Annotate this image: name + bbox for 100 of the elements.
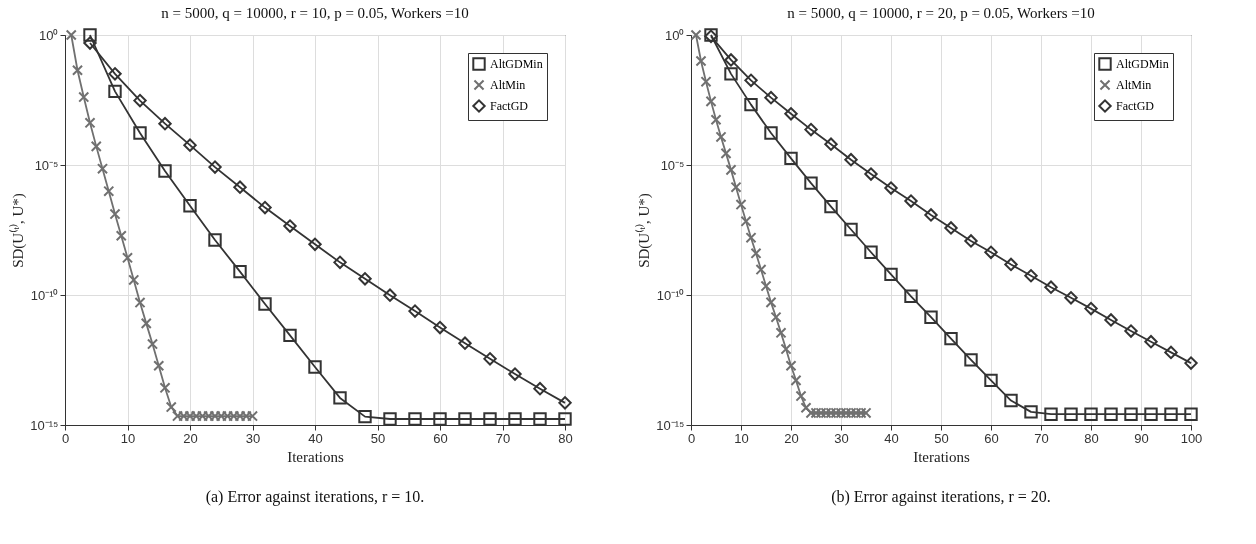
point: [140, 317, 152, 329]
point: [844, 152, 858, 167]
x-tick-label: 100: [1180, 430, 1203, 446]
point: [924, 310, 938, 324]
y-tick-label: 10⁻⁵: [660, 157, 685, 173]
point: [84, 117, 96, 129]
point: [884, 181, 898, 195]
point: [720, 147, 732, 159]
x-tick-label: 30: [245, 430, 261, 446]
point: [1184, 407, 1198, 421]
point: [1064, 407, 1078, 421]
point: [183, 199, 197, 213]
chart-title: n = 5000, q = 10000, r = 20, p = 0.05, Workers =10: [787, 5, 1095, 22]
point: [705, 95, 717, 107]
point: [864, 245, 878, 259]
point: [1024, 269, 1038, 283]
point: [904, 289, 918, 304]
point: [183, 138, 197, 152]
point: [884, 267, 898, 282]
legend-label: AltMin: [490, 78, 526, 92]
point: [133, 93, 147, 108]
x-tick-label: 90: [1134, 430, 1149, 446]
point: [944, 331, 958, 346]
point: [258, 200, 272, 215]
x-tick-label: 70: [1034, 430, 1049, 446]
point: [109, 208, 121, 220]
point: [533, 412, 547, 426]
x-tick-label: 0: [61, 430, 70, 446]
point: [1064, 291, 1078, 305]
x-tick-label: 60: [433, 430, 448, 446]
x-tick-label: 80: [558, 430, 573, 446]
point: [433, 320, 447, 335]
point: [730, 181, 742, 193]
point: [745, 232, 757, 244]
point: [233, 180, 247, 194]
point: [744, 97, 758, 112]
point: [90, 140, 102, 152]
point: [115, 230, 127, 242]
point: [1164, 345, 1178, 360]
text: (a) Error against iterations, r = 10.: [205, 488, 425, 506]
point: [408, 304, 422, 318]
x-tick-label: 30: [834, 430, 849, 446]
point: [784, 151, 798, 166]
point: [159, 382, 171, 394]
point: [724, 67, 738, 81]
y-tick-label: 10⁻⁵: [34, 157, 59, 173]
point: [775, 327, 787, 339]
x-axis-title: Iterations: [287, 448, 344, 465]
point: [308, 237, 322, 252]
legend-label: FactGD: [1116, 99, 1155, 113]
x-tick-label: 10: [120, 430, 136, 446]
point: [333, 391, 347, 405]
point: [740, 215, 752, 227]
point: [134, 297, 146, 309]
y-axis-title: SD(U⁽ᵗ⁾, U*): [635, 193, 654, 268]
point: [904, 194, 918, 208]
point: [108, 84, 122, 99]
point: [1164, 407, 1178, 421]
point: [804, 122, 818, 137]
point: [146, 338, 159, 350]
point: [383, 412, 397, 426]
point: [1004, 257, 1018, 272]
point: [764, 126, 778, 140]
point: [308, 360, 322, 374]
point: [408, 412, 422, 426]
legend-label: AltMin: [1116, 78, 1152, 92]
point: [780, 343, 792, 355]
point: [533, 381, 547, 396]
point: [233, 264, 247, 279]
point: [96, 163, 109, 175]
point: [258, 297, 272, 311]
point: [1124, 407, 1138, 421]
point: [283, 219, 297, 233]
y-tick-label: 10⁻¹⁰: [30, 287, 59, 303]
x-tick-label: 60: [984, 430, 999, 446]
x-axis-title: Iterations: [913, 448, 970, 465]
point: [755, 264, 767, 276]
point: [770, 311, 782, 323]
point: [83, 28, 97, 42]
x-tick-label: 40: [884, 430, 899, 446]
point: [735, 199, 747, 211]
y-axis-title: SD(U⁽ᵗ⁾, U*): [9, 193, 28, 268]
x-tick-label: 0: [687, 430, 696, 446]
x-tick-label: 20: [183, 430, 198, 446]
point: [71, 64, 84, 76]
y-tick-label: 10⁰: [39, 27, 59, 43]
point: [864, 167, 878, 181]
point: [433, 412, 447, 426]
point: [1144, 334, 1158, 349]
point: [824, 137, 838, 151]
point: [133, 126, 147, 140]
point: [103, 185, 115, 197]
point: [824, 199, 838, 214]
point: [944, 221, 958, 235]
point: [458, 336, 472, 350]
point: [128, 274, 140, 286]
point: [1144, 407, 1158, 421]
point: [508, 412, 522, 426]
point: [690, 29, 702, 41]
point: [700, 76, 712, 88]
